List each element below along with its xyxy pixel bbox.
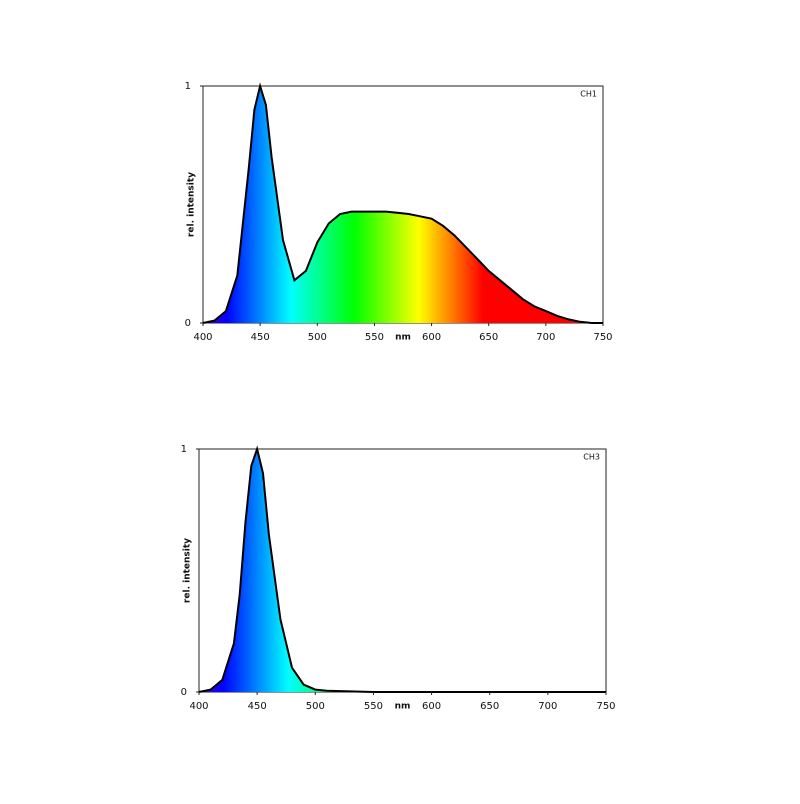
y-tick-label: 0 <box>185 318 191 329</box>
x-tick-label: 750 <box>596 701 615 712</box>
x-axis-label: nm <box>395 702 411 712</box>
spectrum-line <box>198 445 606 693</box>
x-tick-label: 650 <box>480 701 499 712</box>
x-tick-label: 700 <box>536 332 555 343</box>
y-tick-label: 1 <box>181 444 187 455</box>
x-tick-label: 550 <box>365 332 384 343</box>
x-tick-label: 400 <box>193 332 212 343</box>
x-tick-label: 500 <box>308 332 327 343</box>
x-axis-label: nm <box>395 333 411 343</box>
x-tick-label: 500 <box>306 701 325 712</box>
y-tick-label: 1 <box>185 81 191 92</box>
channel-label: CH1 <box>580 90 597 99</box>
area-fill <box>203 86 603 323</box>
y-axis-label: rel. intensity <box>187 172 197 237</box>
x-tick-label: 600 <box>422 701 441 712</box>
x-tick-label: 450 <box>248 701 267 712</box>
area-fill <box>199 449 606 692</box>
x-tick-label: 650 <box>479 332 498 343</box>
x-tick-label: 700 <box>538 701 557 712</box>
y-axis-label: rel. intensity <box>183 538 193 603</box>
x-tick-label: 750 <box>593 332 612 343</box>
y-tick-label: 0 <box>181 687 187 698</box>
channel-label: CH3 <box>583 453 600 462</box>
spectrum-line <box>202 82 603 324</box>
x-tick-label: 600 <box>422 332 441 343</box>
x-tick-label: 400 <box>189 701 208 712</box>
x-tick-label: 450 <box>251 332 270 343</box>
x-tick-label: 550 <box>364 701 383 712</box>
